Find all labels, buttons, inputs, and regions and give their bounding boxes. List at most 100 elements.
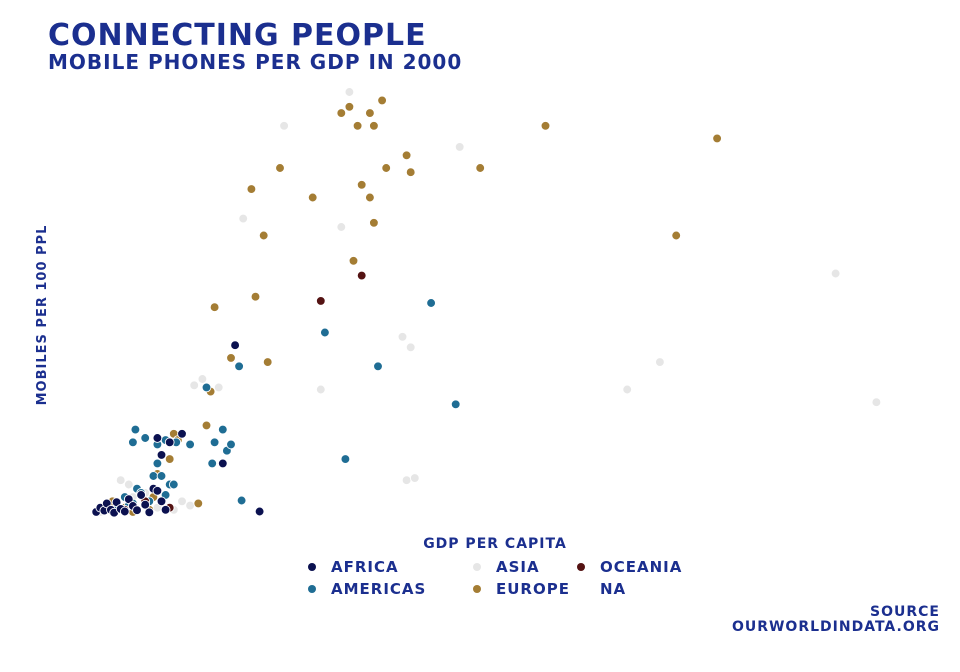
data-point-africa xyxy=(136,490,146,500)
legend-marker-oceania xyxy=(577,563,585,571)
data-point-europe xyxy=(356,179,367,190)
data-point-europe xyxy=(344,101,355,112)
data-point-americas xyxy=(234,361,244,372)
data-point-africa xyxy=(140,499,151,510)
legend-item-asia: ASIA xyxy=(473,557,540,577)
data-point-europe xyxy=(712,133,722,144)
source-url: OURWORLDINDATA.ORG xyxy=(731,619,940,635)
data-point-europe xyxy=(475,163,486,173)
legend-marker-africa xyxy=(308,563,316,571)
data-point-europe xyxy=(250,291,261,302)
data-point-africa xyxy=(119,506,130,517)
legend: AFRICA ASIA OCEANIA AMERICAS EUROPE NA xyxy=(308,557,728,607)
legend-label-oceania: OCEANIA xyxy=(600,558,683,576)
data-point-asia xyxy=(622,384,633,395)
data-point-europe xyxy=(193,498,204,509)
data-point-europe xyxy=(377,95,387,106)
data-point-asia xyxy=(115,475,126,486)
data-point-oceania xyxy=(315,296,326,306)
data-point-africa xyxy=(152,485,163,496)
data-point-africa xyxy=(254,506,265,517)
chart-subtitle: MOBILE PHONES PER GDP IN 2000 xyxy=(48,50,463,74)
data-point-americas xyxy=(148,471,159,481)
data-point-europe xyxy=(671,230,682,241)
data-point-europe xyxy=(369,217,379,228)
data-point-asia xyxy=(344,87,355,97)
data-point-asia xyxy=(830,268,841,279)
legend-marker-europe xyxy=(473,585,481,593)
data-point-africa xyxy=(217,458,228,469)
data-point-europe xyxy=(262,357,273,367)
data-point-africa xyxy=(152,433,163,443)
source-note: SOURCE OURWORLDINDATA.ORG xyxy=(732,605,940,635)
legend-item-na: NA xyxy=(577,579,626,599)
data-point-europe xyxy=(369,120,379,131)
data-point-americas xyxy=(217,424,228,435)
data-point-asia xyxy=(238,213,249,224)
legend-marker-asia xyxy=(473,563,481,571)
x-axis-label: GDP PER CAPITA xyxy=(423,536,567,552)
data-point-americas xyxy=(201,382,212,393)
data-point-europe xyxy=(164,454,175,464)
data-point-americas xyxy=(128,437,138,448)
data-point-africa xyxy=(230,340,240,351)
legend-label-na: NA xyxy=(600,580,627,598)
data-point-americas xyxy=(185,439,195,450)
legend-label-americas: AMERICAS xyxy=(331,580,427,598)
data-point-asia xyxy=(213,382,224,393)
data-point-asia xyxy=(189,380,200,391)
chart-title: CONNECTING PEOPLE xyxy=(48,18,427,53)
data-point-asia xyxy=(185,500,195,511)
data-point-asia xyxy=(123,479,134,490)
data-point-americas xyxy=(340,454,351,464)
data-point-europe xyxy=(365,108,375,118)
data-point-americas xyxy=(450,399,461,410)
data-point-asia xyxy=(197,374,208,384)
data-point-europe xyxy=(307,192,318,203)
legend-item-americas: AMERICAS xyxy=(308,579,426,599)
data-point-africa xyxy=(144,507,155,518)
data-point-americas xyxy=(207,458,218,469)
y-axis-label: MOBILES PER 100 PPL xyxy=(35,224,50,406)
data-points-layer xyxy=(91,87,882,518)
data-point-europe xyxy=(226,353,236,363)
data-point-europe xyxy=(336,108,347,118)
legend-marker-na xyxy=(577,585,585,593)
data-point-europe xyxy=(348,255,359,266)
data-point-asia xyxy=(315,384,326,395)
data-point-europe xyxy=(352,120,363,131)
data-point-africa xyxy=(160,504,171,515)
data-point-europe xyxy=(201,420,212,431)
data-point-americas xyxy=(226,439,236,450)
legend-marker-americas xyxy=(308,585,316,593)
data-point-asia xyxy=(454,142,465,152)
data-point-americas xyxy=(130,424,141,435)
legend-label-africa: AFRICA xyxy=(331,558,399,576)
data-point-europe xyxy=(258,230,269,241)
data-point-asia xyxy=(401,475,412,486)
data-point-africa xyxy=(177,428,187,439)
legend-label-asia: ASIA xyxy=(496,558,540,576)
data-point-oceania xyxy=(356,270,367,281)
data-point-americas xyxy=(320,327,330,338)
data-point-americas xyxy=(156,471,167,481)
data-point-americas xyxy=(426,298,436,308)
legend-item-europe: EUROPE xyxy=(473,579,570,599)
data-point-africa xyxy=(132,505,142,516)
data-point-europe xyxy=(365,192,375,203)
data-point-asia xyxy=(397,331,408,342)
legend-item-oceania: OCEANIA xyxy=(577,557,682,577)
data-point-europe xyxy=(381,163,392,173)
data-point-americas xyxy=(168,479,179,490)
data-point-americas xyxy=(236,495,247,506)
legend-item-africa: AFRICA xyxy=(308,557,399,577)
data-point-europe xyxy=(246,184,257,194)
data-point-europe xyxy=(209,302,220,313)
data-point-asia xyxy=(177,496,187,507)
data-point-africa xyxy=(156,496,167,507)
data-point-asia xyxy=(336,222,347,232)
data-point-africa xyxy=(156,450,167,460)
data-point-americas xyxy=(209,437,220,448)
data-point-asia xyxy=(871,397,882,408)
